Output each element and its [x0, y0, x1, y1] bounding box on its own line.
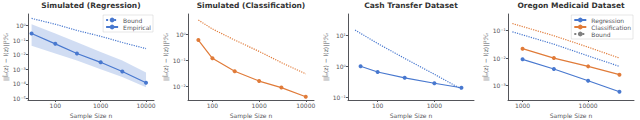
svg-text:10⁻¹: 10⁻¹: [173, 57, 187, 64]
svg-text:||l̂ₙ(z) − l(z)||²ℋᵣ: ||l̂ₙ(z) − l(z)||²ℋᵣ: [322, 32, 330, 81]
svg-text:10⁻¹: 10⁻¹: [333, 94, 347, 101]
svg-text:Sample Size n: Sample Size n: [230, 112, 273, 120]
svg-text:Regression: Regression: [591, 16, 625, 24]
svg-text:Empirical: Empirical: [123, 24, 151, 32]
svg-text:10000: 10000: [136, 102, 155, 109]
svg-text:10¹: 10¹: [336, 32, 347, 39]
svg-text:10⁰: 10⁰: [336, 63, 347, 70]
svg-text:10⁻⁴: 10⁻⁴: [13, 80, 27, 87]
svg-text:10⁰: 10⁰: [16, 22, 27, 29]
svg-text:10⁰: 10⁰: [176, 31, 187, 38]
svg-text:10⁻³: 10⁻³: [493, 82, 507, 89]
svg-text:1000: 1000: [515, 102, 530, 109]
svg-text:Sample Size n: Sample Size n: [550, 112, 593, 120]
svg-text:10⁻²: 10⁻²: [13, 51, 27, 58]
svg-text:1000: 1000: [427, 102, 442, 109]
svg-text:Bound: Bound: [123, 17, 142, 24]
svg-text:Bound: Bound: [591, 31, 610, 38]
svg-text:10⁻³: 10⁻³: [13, 66, 27, 73]
svg-text:Sample Size n: Sample Size n: [70, 112, 113, 120]
svg-text:Simulated (Classification): Simulated (Classification): [197, 1, 306, 10]
svg-text:10⁻⁵: 10⁻⁵: [13, 95, 27, 102]
svg-text:10000: 10000: [296, 102, 315, 109]
svg-text:Oregon Medicaid Dataset: Oregon Medicaid Dataset: [517, 1, 625, 10]
svg-text:Sample Size n: Sample Size n: [390, 112, 433, 120]
svg-text:||l̂ₙ(z) − l(z)||²ℋᵣ: ||l̂ₙ(z) − l(z)||²ℋᵣ: [162, 32, 170, 81]
svg-text:100: 100: [50, 102, 62, 109]
svg-text:10⁻²: 10⁻²: [493, 55, 507, 62]
svg-text:Cash Transfer Dataset: Cash Transfer Dataset: [364, 1, 458, 10]
svg-text:||l̂ₙ(z) − l(z)||²ℋᵣ: ||l̂ₙ(z) − l(z)||²ℋᵣ: [2, 32, 10, 81]
svg-text:10⁻¹: 10⁻¹: [13, 37, 27, 44]
svg-text:100: 100: [372, 102, 384, 109]
svg-text:10⁻²: 10⁻²: [173, 83, 187, 90]
svg-text:||l̂ₙ(z) − l(z)||²ℋᵣ: ||l̂ₙ(z) − l(z)||²ℋᵣ: [482, 32, 490, 81]
svg-text:Classification: Classification: [591, 24, 631, 31]
svg-text:100: 100: [207, 102, 219, 109]
svg-text:Simulated (Regression): Simulated (Regression): [41, 1, 140, 10]
svg-text:1000: 1000: [251, 102, 266, 109]
svg-text:1000: 1000: [93, 102, 108, 109]
svg-text:10⁻¹: 10⁻¹: [493, 27, 507, 34]
svg-text:10000: 10000: [579, 102, 598, 109]
